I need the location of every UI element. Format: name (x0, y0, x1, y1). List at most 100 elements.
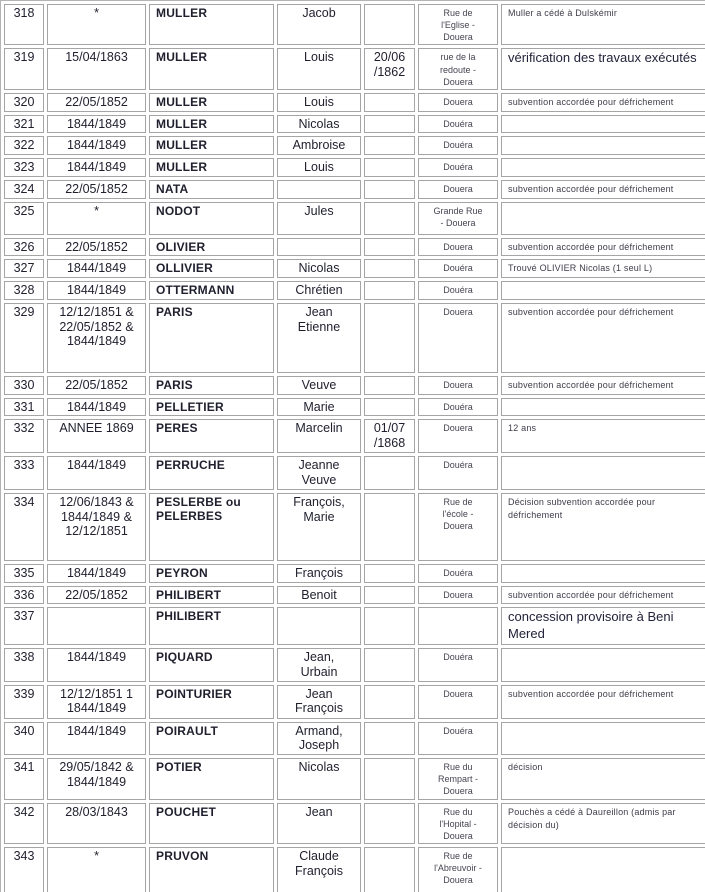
table-row: 342 28/03/1843 POUCHET Jean Rue du l'Hopital… (4, 802, 705, 844)
cell-firstname: Jean (277, 802, 361, 844)
cell-date: 12/12/1851 1 1844/1849 (47, 684, 146, 719)
cell-firstname: Armand, Joseph (277, 721, 361, 756)
cell-date: 1844/1849 (47, 114, 146, 134)
cell-firstname: Jules (277, 201, 361, 235)
cell-second-date (364, 114, 415, 134)
cell-location: Rue de l'Eglise - Douera (418, 4, 498, 46)
cell-note (501, 563, 705, 583)
cell-note (501, 397, 705, 417)
table-row: 341 29/05/1842 & 1844/1849 POTIER Nicolas Ru… (4, 758, 705, 800)
cell-location: Douera (418, 419, 498, 454)
cell-date: 28/03/1843 (47, 802, 146, 844)
cell-number: 333 (4, 456, 44, 490)
cell-second-date (364, 375, 415, 395)
cell-second-date (364, 721, 415, 756)
cell-number: 318 (4, 4, 44, 46)
cell-second-date: 01/07 /1868 (364, 419, 415, 454)
cell-firstname: Veuve (277, 375, 361, 395)
cell-firstname: Ambroise (277, 136, 361, 156)
cell-surname: MULLER (149, 48, 274, 90)
table-row: 327 1844/1849 OLLIVIER Nicolas Douéra Trouvé … (4, 259, 705, 279)
cell-number: 325 (4, 201, 44, 235)
table-row: 329 12/12/1851 & 22/05/1852 & 1844/1849 PA… (4, 302, 705, 373)
records-table-body: 318 * MULLER Jacob Rue de l'Eglise - Douera M… (4, 4, 705, 892)
cell-firstname: Chrétien (277, 281, 361, 300)
cell-second-date (364, 648, 415, 682)
cell-surname: MULLER (149, 114, 274, 134)
table-row: 325 * NODOT Jules Grande Rue - Douera (4, 201, 705, 235)
cell-date: 1844/1849 (47, 136, 146, 156)
cell-surname: PHILIBERT (149, 585, 274, 605)
cell-note: subvention accordée pour défrichement (501, 585, 705, 605)
cell-second-date (364, 201, 415, 235)
cell-number: 326 (4, 237, 44, 257)
cell-surname: PRUVON (149, 846, 274, 892)
cell-date: 1844/1849 (47, 456, 146, 490)
cell-number: 341 (4, 758, 44, 800)
cell-second-date (364, 607, 415, 646)
cell-surname: PIQUARD (149, 648, 274, 682)
cell-second-date (364, 802, 415, 844)
table-row: 320 22/05/1852 MULLER Louis Douera subvention… (4, 92, 705, 112)
cell-number: 321 (4, 114, 44, 134)
cell-number: 339 (4, 684, 44, 719)
cell-surname: MULLER (149, 158, 274, 177)
cell-date: 22/05/1852 (47, 92, 146, 112)
cell-second-date (364, 92, 415, 112)
cell-surname: NODOT (149, 201, 274, 235)
cell-number: 343 (4, 846, 44, 892)
cell-number: 329 (4, 302, 44, 373)
cell-surname: PESLERBE ou PELERBES (149, 492, 274, 561)
cell-date: * (47, 4, 146, 46)
cell-second-date (364, 846, 415, 892)
cell-location: Douera (418, 375, 498, 395)
cell-second-date (364, 179, 415, 199)
cell-note (501, 648, 705, 682)
table-row: 332 ANNEE 1869 PERES Marcelin 01/07 /1868 Dou… (4, 419, 705, 454)
cell-firstname: Benoit (277, 585, 361, 605)
cell-note: subvention accordée pour défrichement (501, 684, 705, 719)
cell-location: Rue du l'Hopital - Douera (418, 802, 498, 844)
cell-note: vérification des travaux exécutés (501, 48, 705, 90)
table-row: 319 15/04/1863 MULLER Louis 20/06 /1862 rue d… (4, 48, 705, 90)
cell-surname: NATA (149, 179, 274, 199)
table-row: 339 12/12/1851 1 1844/1849 POINTURIER Jean … (4, 684, 705, 719)
cell-surname: PEYRON (149, 563, 274, 583)
cell-number: 322 (4, 136, 44, 156)
cell-location: Douera (418, 302, 498, 373)
cell-firstname: Louis (277, 92, 361, 112)
cell-number: 338 (4, 648, 44, 682)
cell-location: Douéra (418, 158, 498, 177)
cell-note: subvention accordée pour défrichement (501, 375, 705, 395)
cell-note: Muller a cédé à Dulskémir (501, 4, 705, 46)
cell-surname: OLIVIER (149, 237, 274, 257)
cell-surname: PARIS (149, 375, 274, 395)
cell-date: 12/12/1851 & 22/05/1852 & 1844/1849 (47, 302, 146, 373)
cell-number: 323 (4, 158, 44, 177)
cell-second-date (364, 456, 415, 490)
cell-date: 22/05/1852 (47, 237, 146, 257)
cell-second-date (364, 302, 415, 373)
cell-firstname (277, 179, 361, 199)
cell-firstname: Nicolas (277, 758, 361, 800)
cell-firstname: Jean François (277, 684, 361, 719)
cell-firstname (277, 607, 361, 646)
cell-date: 1844/1849 (47, 563, 146, 583)
cell-location: Douera (418, 585, 498, 605)
cell-firstname: François, Marie (277, 492, 361, 561)
table-row: 337 PHILIBERT concession provisoire à Beni… (4, 607, 705, 646)
cell-note (501, 281, 705, 300)
table-row: 333 1844/1849 PERRUCHE Jeanne Veuve Douéra (4, 456, 705, 490)
cell-location: Rue de l'école - Douera (418, 492, 498, 561)
cell-second-date (364, 758, 415, 800)
table-row: 331 1844/1849 PELLETIER Marie Douéra (4, 397, 705, 417)
cell-firstname: Marcelin (277, 419, 361, 454)
cell-location: Douéra (418, 397, 498, 417)
table-row: 318 * MULLER Jacob Rue de l'Eglise - Douera M… (4, 4, 705, 46)
cell-note (501, 136, 705, 156)
cell-location: Rue de l'Abreuvoir - Douera (418, 846, 498, 892)
cell-location: Douera (418, 92, 498, 112)
cell-date: 1844/1849 (47, 397, 146, 417)
cell-note (501, 201, 705, 235)
